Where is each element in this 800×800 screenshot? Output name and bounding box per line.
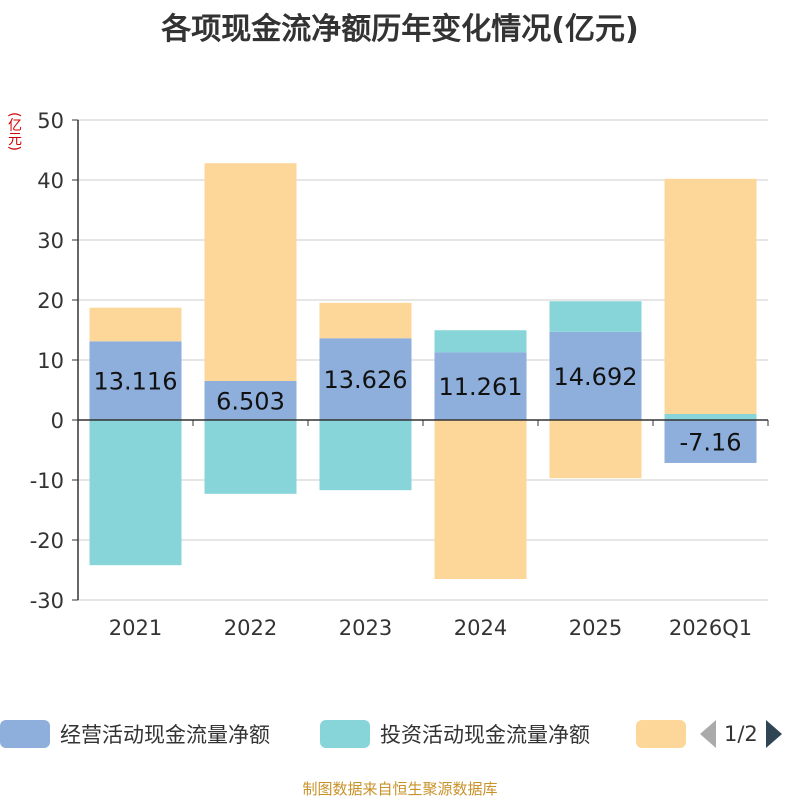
y-tick-label: 20 <box>37 289 64 313</box>
x-tick-label-2023: 2023 <box>339 616 392 640</box>
x-tick-label-2022: 2022 <box>224 616 277 640</box>
legend-page-indicator: 1/2 <box>724 722 758 746</box>
legend-item-financing[interactable] <box>636 716 696 752</box>
bar-2026Q1-series-2 <box>664 178 757 414</box>
legend-label-investing: 投资活动现金流量净额 <box>380 723 590 747</box>
bar-2025-series-0 <box>549 331 642 420</box>
y-tick-label: 30 <box>37 229 64 253</box>
x-tick-label-2021: 2021 <box>109 616 162 640</box>
bar-2023-series-0 <box>319 338 412 420</box>
x-tick-label-2026Q1: 2026Q1 <box>669 616 752 640</box>
bar-2024-series-0 <box>434 352 527 420</box>
legend: 经营活动现金流量净额 投资活动现金流量净额 <box>0 716 800 752</box>
y-tick-label: -30 <box>30 589 64 613</box>
bar-2022-series-0 <box>204 380 297 420</box>
y-tick-label: 40 <box>37 169 64 193</box>
y-tick-label: -20 <box>30 529 64 553</box>
legend-item-operating[interactable]: 经营活动现金流量净额 <box>0 716 270 752</box>
bar-2022-series-2 <box>204 163 297 381</box>
bar-2025-series-2 <box>549 420 642 479</box>
legend-next-arrow-icon[interactable] <box>765 720 782 748</box>
bar-2021-series-1 <box>89 420 182 566</box>
data-label-2024: 11.261 <box>439 373 523 401</box>
y-tick-label: 0 <box>51 409 64 433</box>
x-tick-label-2025: 2025 <box>569 616 622 640</box>
y-tick-label: -10 <box>30 469 64 493</box>
legend-item-investing[interactable]: 投资活动现金流量净额 <box>320 716 590 752</box>
bar-2022-series-1 <box>204 420 297 494</box>
data-label-2026Q1: -7.16 <box>679 428 741 456</box>
y-tick-label: 50 <box>37 109 64 133</box>
data-source-note: 制图数据来自恒生聚源数据库 <box>302 780 498 798</box>
x-tick-label-2024: 2024 <box>454 616 507 640</box>
legend-label-operating: 经营活动现金流量净额 <box>60 723 270 747</box>
legend-prev-arrow-icon[interactable] <box>700 720 716 748</box>
data-label-2023: 13.626 <box>324 366 408 394</box>
bar-2026Q1-series-1 <box>664 414 757 420</box>
bar-2023-series-2 <box>319 302 412 339</box>
bar-2025-series-1 <box>549 301 642 332</box>
data-labels: 13.116 6.503 13.626 11.261 14.692 -7.16 <box>94 363 742 457</box>
bar-2023-series-1 <box>319 420 412 491</box>
axes: -30 -20 -10 0 10 20 30 40 50 2021 2022 2023 2024 2025… <box>30 109 769 640</box>
bar-2024-series-1 <box>434 330 527 353</box>
data-label-2025: 14.692 <box>554 363 638 391</box>
legend-swatch-financing <box>636 720 686 748</box>
legend-swatch-operating <box>0 720 50 748</box>
chart-title: 各项现金流净额历年变化情况(亿元) <box>161 12 639 47</box>
bar-2021-series-0 <box>89 341 182 420</box>
bar-2026Q1-series-0 <box>664 420 757 463</box>
legend-pager: 1/2 <box>700 716 782 752</box>
data-label-2022: 6.503 <box>216 387 285 415</box>
y-tick-label: 10 <box>37 349 64 373</box>
legend-swatch-investing <box>320 720 370 748</box>
data-label-2021: 13.116 <box>94 368 178 396</box>
gridlines <box>78 119 768 601</box>
bar-2021-series-2 <box>89 307 182 342</box>
bar-series <box>89 163 757 579</box>
y-axis-unit-label: (亿元) <box>6 112 22 151</box>
bar-2024-series-2 <box>434 420 527 579</box>
